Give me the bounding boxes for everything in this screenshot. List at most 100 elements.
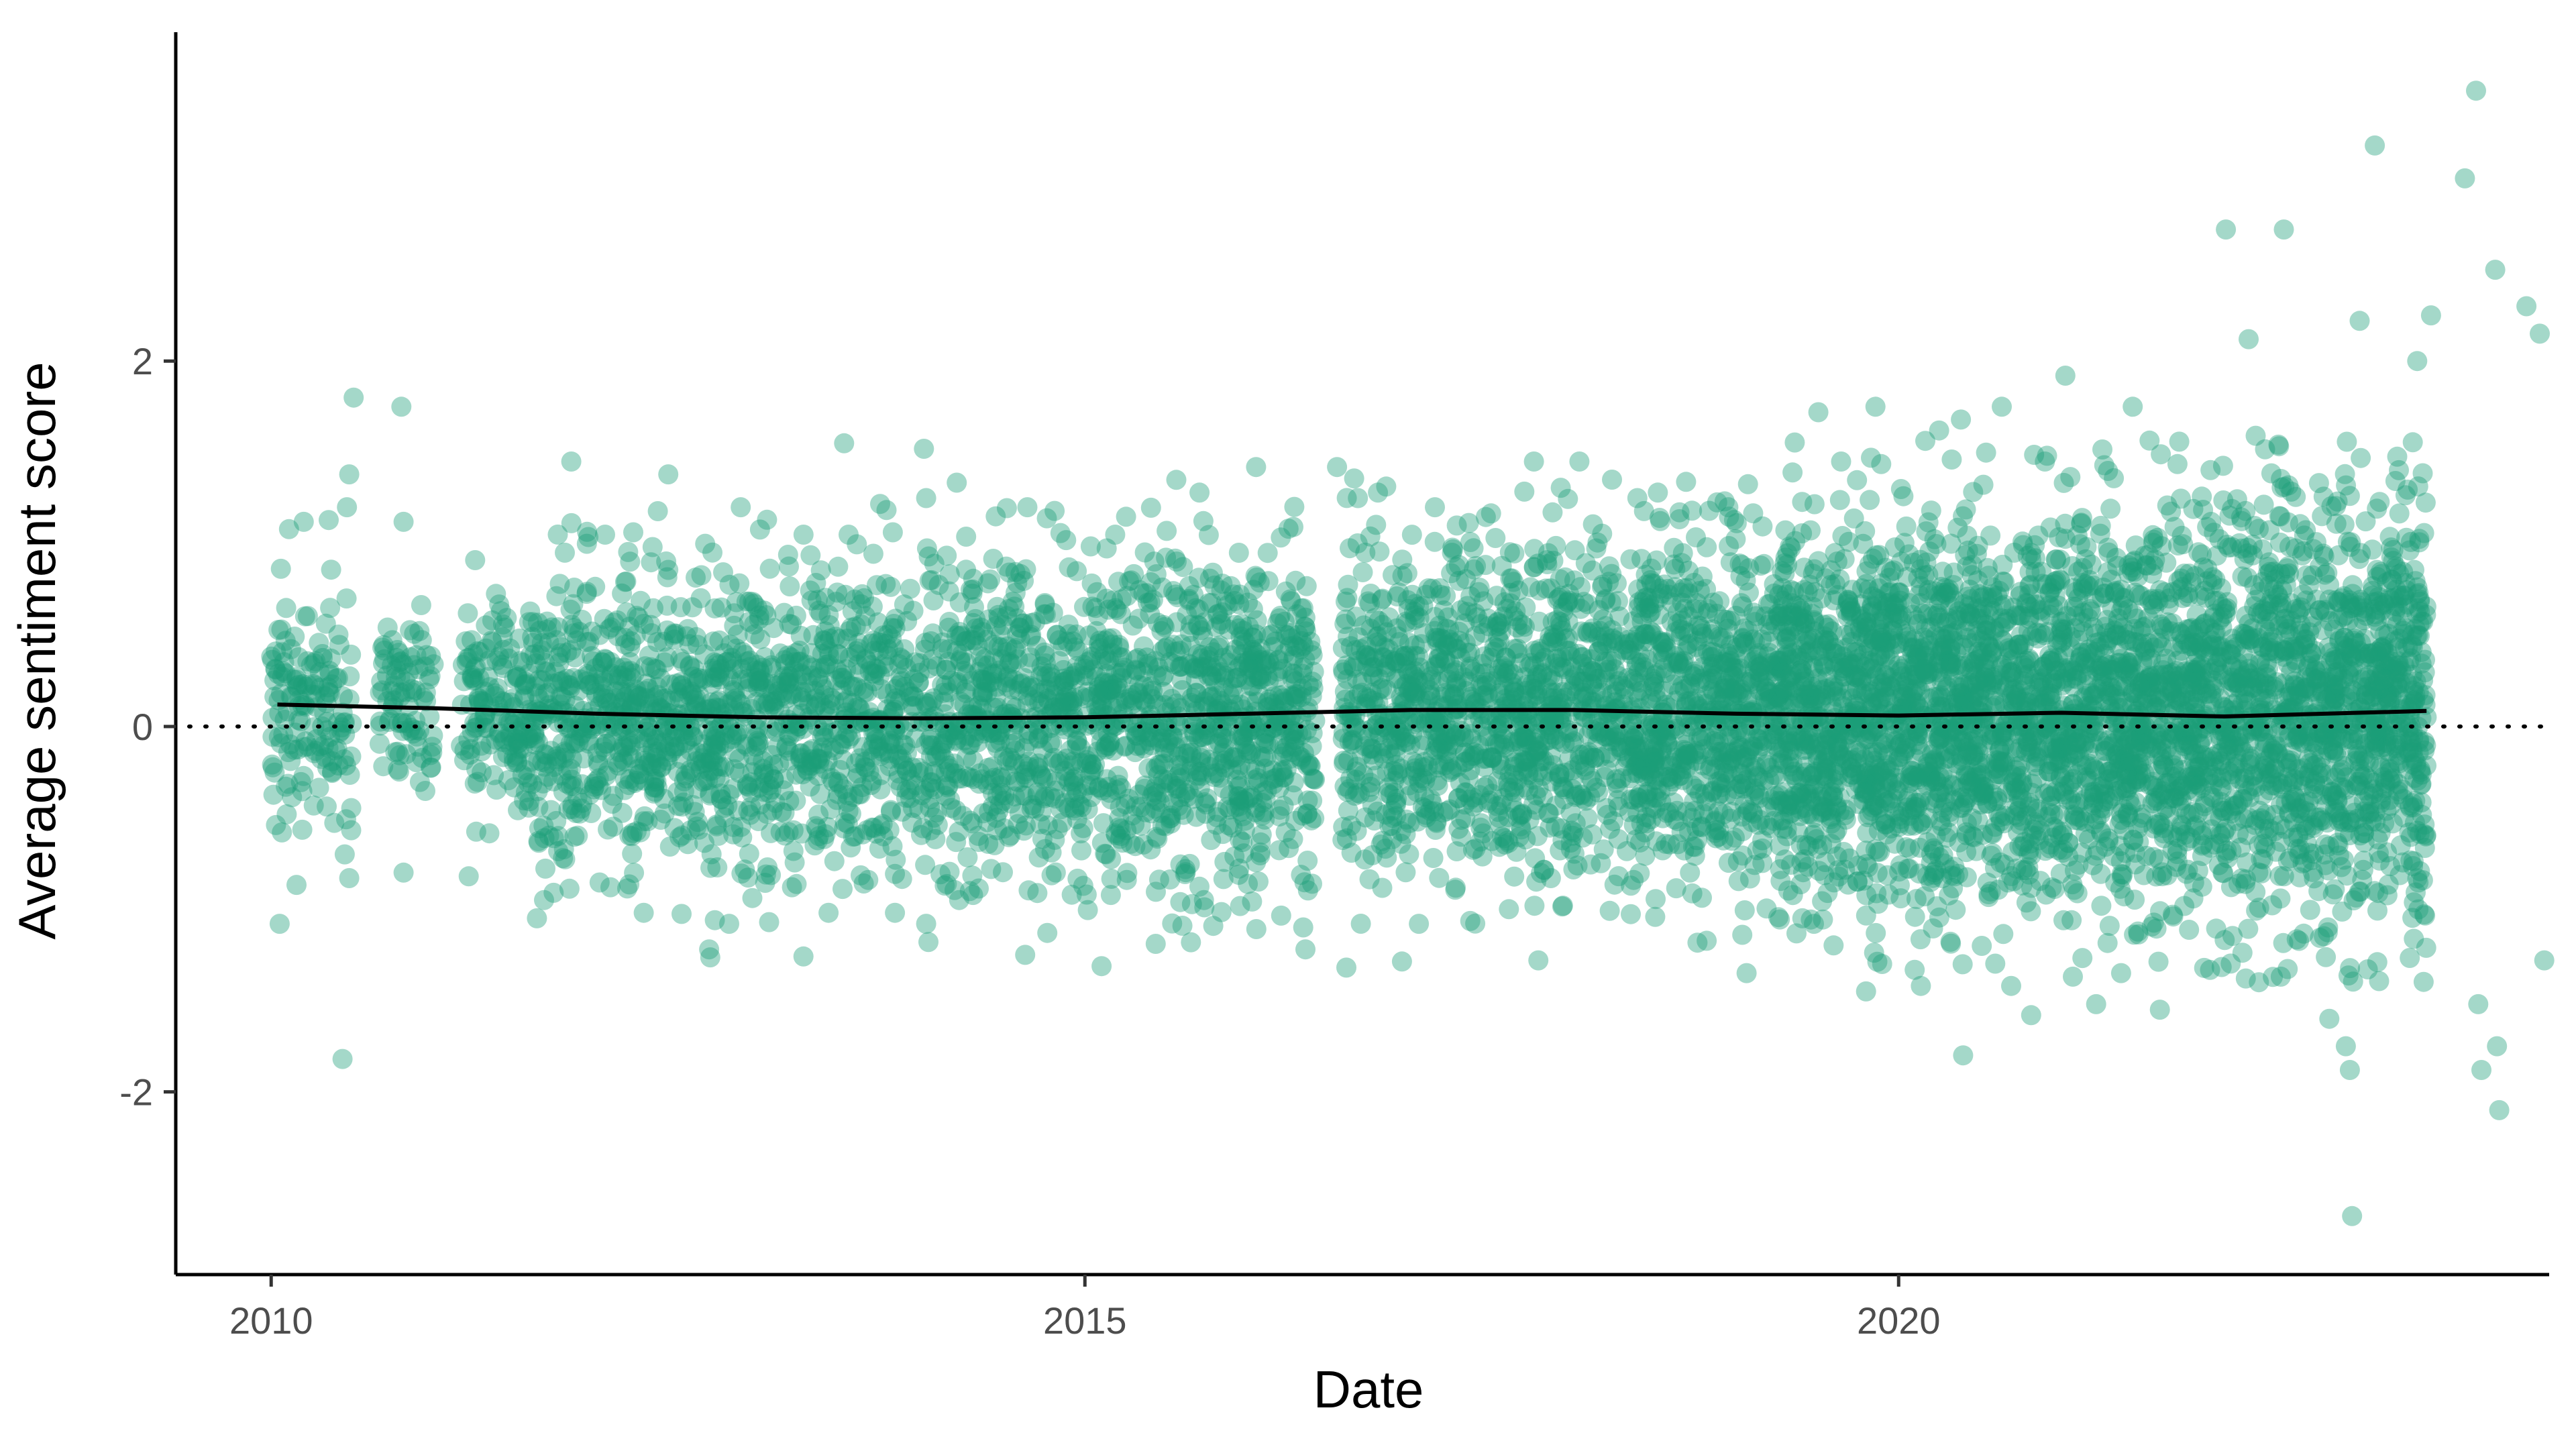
data-point: [1593, 635, 1613, 655]
data-point: [612, 665, 633, 686]
data-point: [304, 675, 325, 696]
data-point: [1631, 813, 1652, 834]
data-point: [1499, 542, 1520, 563]
data-point: [806, 696, 826, 716]
data-point: [1301, 686, 1322, 706]
data-point: [557, 643, 578, 663]
data-point: [321, 674, 342, 695]
data-point: [559, 718, 580, 739]
data-point: [553, 848, 574, 869]
data-point: [339, 765, 360, 785]
data-point: [412, 747, 433, 768]
data-point: [543, 771, 564, 792]
data-point: [1395, 862, 1416, 883]
data-point: [564, 578, 584, 598]
data-point: [1731, 774, 1752, 794]
data-point: [779, 672, 800, 693]
data-point: [742, 888, 763, 908]
data-point: [977, 573, 998, 594]
data-point: [1523, 678, 1544, 699]
data-point: [523, 633, 543, 653]
data-point: [1650, 511, 1670, 531]
data-point: [826, 790, 847, 810]
data-point: [578, 718, 598, 739]
data-point: [498, 770, 519, 790]
data-point: [334, 749, 354, 769]
data-point: [724, 759, 745, 780]
data-point: [586, 658, 606, 679]
data-point: [295, 731, 316, 752]
data-point: [1005, 582, 1026, 603]
data-point: [570, 718, 590, 739]
data-point: [572, 792, 593, 813]
data-point: [459, 647, 480, 668]
data-point: [1101, 869, 1122, 889]
data-point: [468, 712, 488, 733]
data-point: [262, 649, 282, 670]
data-point: [828, 556, 849, 577]
data-point: [1271, 905, 1291, 926]
data-point: [1469, 578, 1490, 598]
data-point: [294, 737, 315, 757]
data-point: [1096, 663, 1117, 684]
data-point: [303, 674, 324, 694]
data-point: [1269, 800, 1290, 820]
data-point: [735, 859, 755, 880]
data-point: [292, 674, 313, 694]
data-point: [560, 599, 581, 620]
data-point: [528, 750, 549, 771]
data-point: [672, 904, 692, 924]
data-point: [1359, 869, 1380, 890]
data-point: [341, 746, 362, 767]
data-point: [278, 742, 299, 763]
data-point: [1718, 853, 1739, 873]
data-point: [274, 709, 295, 730]
data-point: [546, 746, 567, 767]
data-point: [1284, 496, 1305, 517]
data-point: [1273, 659, 1293, 680]
data-point: [331, 717, 352, 738]
data-point: [408, 659, 429, 680]
data-point: [262, 757, 283, 777]
data-point: [596, 733, 616, 754]
data-point: [580, 784, 600, 805]
data-point: [315, 747, 336, 767]
data-point: [370, 711, 390, 732]
data-point: [694, 833, 714, 853]
data-point: [587, 743, 608, 763]
data-point: [504, 752, 524, 773]
data-point: [802, 657, 822, 678]
data-point: [508, 730, 529, 751]
data-point: [532, 751, 553, 772]
data-point: [492, 657, 513, 678]
data-point: [416, 645, 437, 665]
data-point: [1506, 841, 1527, 862]
data-point: [1446, 877, 1466, 898]
data-point: [564, 618, 584, 639]
data-point: [1198, 724, 1219, 745]
data-point: [846, 753, 866, 773]
data-point: [1220, 799, 1240, 820]
data-point: [1246, 852, 1267, 873]
data-point: [1297, 851, 1318, 871]
data-point: [608, 665, 629, 686]
data-point: [305, 741, 326, 761]
data-point: [546, 630, 567, 651]
data-point: [486, 584, 506, 604]
data-point: [401, 679, 422, 700]
data-point: [968, 826, 989, 846]
data-point: [1138, 758, 1159, 779]
data-point: [593, 684, 614, 704]
data-point: [1191, 620, 1212, 641]
data-point: [1368, 610, 1389, 631]
data-point: [623, 522, 643, 543]
data-point: [555, 849, 576, 869]
data-point: [546, 586, 567, 606]
data-point: [1534, 859, 1554, 880]
data-point: [1523, 557, 1544, 578]
data-point: [415, 781, 435, 801]
data-point: [500, 692, 521, 713]
data-point: [601, 665, 622, 686]
data-point: [524, 724, 545, 745]
data-point: [592, 652, 612, 673]
